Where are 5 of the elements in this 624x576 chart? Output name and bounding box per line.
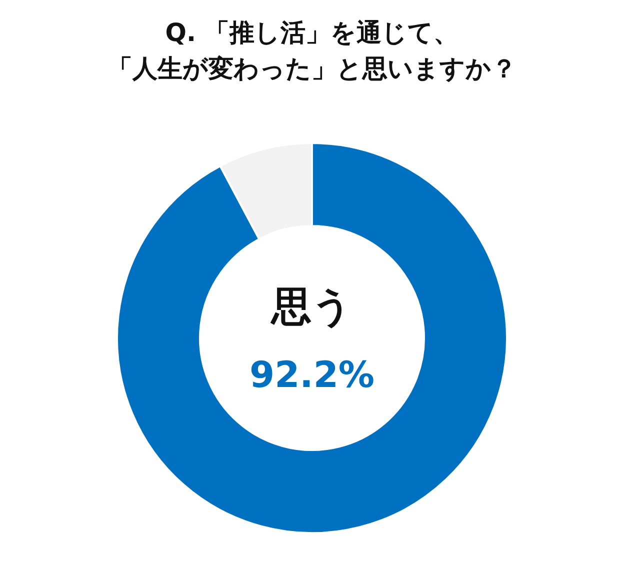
data-label: 92.2% xyxy=(250,355,374,396)
donut-slice xyxy=(116,142,508,534)
slice-label: 思う xyxy=(270,284,352,330)
text: Q. 「推し活」を通じて、 xyxy=(165,18,459,47)
text: 「人生が変わった」と思いますか？ xyxy=(108,54,516,83)
